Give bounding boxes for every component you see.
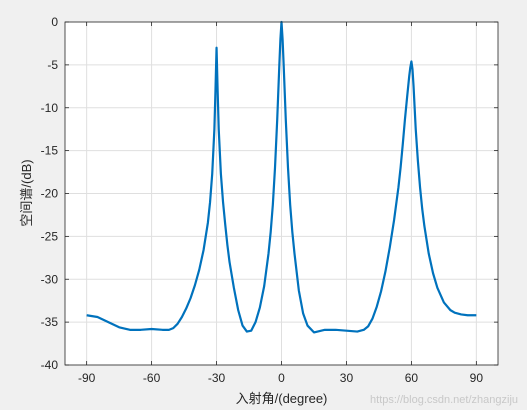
y-tick-label: -10 [41,101,59,115]
x-axis-label: 入射角/(degree) [236,391,328,406]
x-tick-label: -90 [78,371,96,385]
y-axis-label: 空间谱/(dB) [19,159,34,226]
y-tick-label: -15 [41,144,59,158]
x-tick-label: 60 [405,371,419,385]
y-tick-label: -40 [41,358,59,372]
plot-border [64,21,499,366]
x-tick-labels: -90 -60 -30 0 30 60 90 [78,371,483,385]
y-tick-label: -25 [41,229,59,243]
x-tick-label: -30 [208,371,226,385]
x-tick-label: 90 [470,371,484,385]
x-tick-label: 30 [340,371,354,385]
watermark-text: https://blog.csdn.net/zhangziju [370,394,518,406]
y-tick-label: -20 [41,187,59,201]
y-tick-label: -5 [47,58,58,72]
x-tick-label: 0 [278,371,285,385]
x-tick-label: -60 [143,371,161,385]
y-tick-label: 0 [51,15,58,29]
y-tick-label: -30 [41,272,59,286]
spectrum-line [86,20,477,334]
y-tick-label: -35 [41,315,59,329]
y-tick-labels: 0 -5 -10 -15 -20 -25 -30 -35 -40 [41,15,59,372]
